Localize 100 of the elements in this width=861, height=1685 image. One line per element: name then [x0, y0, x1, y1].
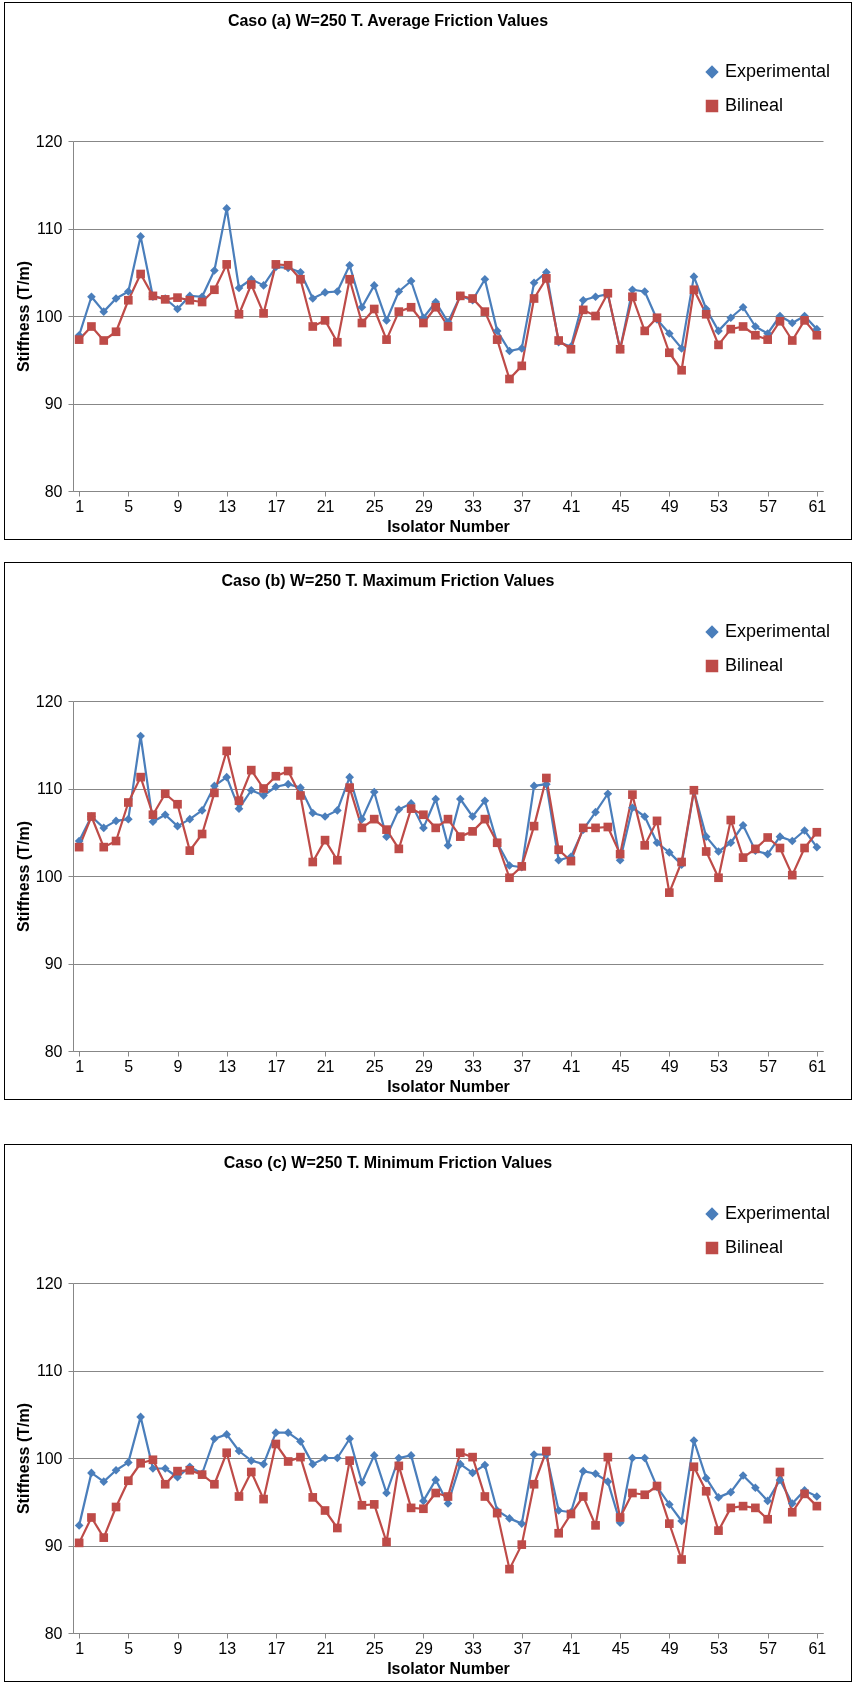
y-tick-label: 110 [36, 220, 63, 237]
x-tick-label: 13 [218, 1057, 237, 1075]
point [787, 836, 797, 846]
x-tick-label: 9 [173, 497, 183, 515]
point [664, 848, 674, 857]
x-tick-label: 33 [464, 1639, 483, 1657]
point [812, 842, 822, 852]
y-tick-label: 80 [44, 1624, 63, 1642]
point [763, 849, 772, 859]
point [406, 276, 416, 286]
point [222, 772, 232, 782]
x-tick-label: 33 [464, 1057, 483, 1075]
x-tick-label: 21 [316, 497, 335, 515]
point [160, 810, 170, 820]
point [136, 232, 145, 241]
point [640, 287, 650, 296]
point [185, 814, 195, 824]
point [210, 266, 219, 275]
point [345, 260, 354, 270]
point [492, 326, 502, 336]
point [222, 204, 232, 213]
point [677, 344, 686, 353]
point [246, 785, 256, 795]
x-tick-label: 37 [513, 497, 532, 515]
point [259, 791, 268, 800]
y-tick-label: 100 [35, 307, 63, 325]
legend-label: Bilineal [725, 655, 784, 675]
x-tick-label: 9 [173, 1639, 183, 1657]
point [308, 808, 318, 818]
point [283, 779, 293, 789]
point [480, 796, 490, 806]
point [259, 281, 268, 290]
point [419, 823, 428, 833]
chart-title: Caso (c) W=250 T. Minimum Friction Values [223, 1154, 553, 1171]
point [357, 302, 367, 312]
x-tick-label: 45 [611, 1639, 630, 1657]
legend-label: Bilineal [725, 1237, 784, 1257]
legend-label: Experimental [725, 1203, 831, 1223]
point [640, 812, 650, 821]
point [603, 789, 613, 799]
x-tick-label: 25 [365, 1639, 384, 1657]
point [455, 794, 465, 804]
x-tick-label: 37 [513, 1057, 532, 1075]
y-tick-label: 120 [35, 1274, 63, 1292]
x-tick-label: 29 [415, 497, 433, 515]
y-axis-title: Stiffness (T/m) [14, 1402, 32, 1515]
point [628, 803, 637, 813]
point [87, 292, 96, 302]
y-tick-label: 100 [35, 1449, 63, 1467]
x-tick-label: 53 [710, 497, 728, 515]
point [738, 820, 748, 830]
legend-label: Experimental [725, 61, 831, 81]
x-tick-label: 29 [415, 1057, 433, 1075]
point [468, 812, 477, 821]
point [124, 287, 133, 296]
chart-title: Caso (a) W=250 T. Average Friction Values [227, 12, 549, 29]
point [271, 782, 281, 792]
x-tick-label: 45 [611, 497, 630, 515]
x-tick-label: 49 [660, 497, 679, 515]
x-tick-label: 41 [562, 1639, 581, 1657]
point [554, 855, 563, 865]
point [800, 826, 809, 835]
x-tick-label: 53 [710, 1057, 728, 1075]
x-tick-label: 57 [759, 1639, 778, 1657]
point [529, 278, 539, 288]
x-tick-label: 9 [173, 1057, 183, 1075]
point [333, 806, 342, 815]
x-tick-label: 61 [808, 1639, 827, 1657]
x-tick-label: 13 [218, 1639, 237, 1657]
point [480, 274, 490, 284]
point [99, 823, 109, 833]
x-axis-title: Isolator Number [387, 1077, 510, 1095]
x-tick-label: 5 [124, 497, 134, 515]
x-tick-label: 45 [611, 1057, 630, 1075]
y-tick-label: 80 [44, 482, 63, 500]
y-tick-label: 110 [36, 780, 63, 797]
y-tick-label: 90 [44, 1537, 63, 1554]
y-axis-title: Stiffness (T/m) [14, 260, 32, 373]
point [431, 794, 441, 804]
x-tick-label: 25 [365, 1057, 384, 1075]
x-tick-label: 29 [415, 1639, 433, 1657]
y-tick-label: 110 [36, 1362, 63, 1379]
y-tick-label: 100 [35, 867, 63, 885]
point [382, 316, 391, 325]
legend-label: Experimental [725, 621, 831, 641]
y-tick-label: 120 [35, 132, 63, 150]
x-tick-label: 53 [710, 1639, 728, 1657]
chart-title: Caso (b) W=250 T. Maximum Friction Values [221, 572, 555, 589]
point [197, 806, 207, 815]
point [296, 783, 305, 792]
x-tick-label: 25 [365, 497, 384, 515]
point [345, 772, 354, 782]
x-tick-label: 17 [267, 1639, 286, 1657]
point [124, 814, 133, 824]
point [308, 294, 318, 303]
x-tick-label: 41 [562, 497, 581, 515]
x-tick-label: 21 [316, 1639, 335, 1657]
legend-label: Bilineal [725, 95, 784, 115]
point [787, 318, 797, 328]
point [517, 344, 527, 353]
